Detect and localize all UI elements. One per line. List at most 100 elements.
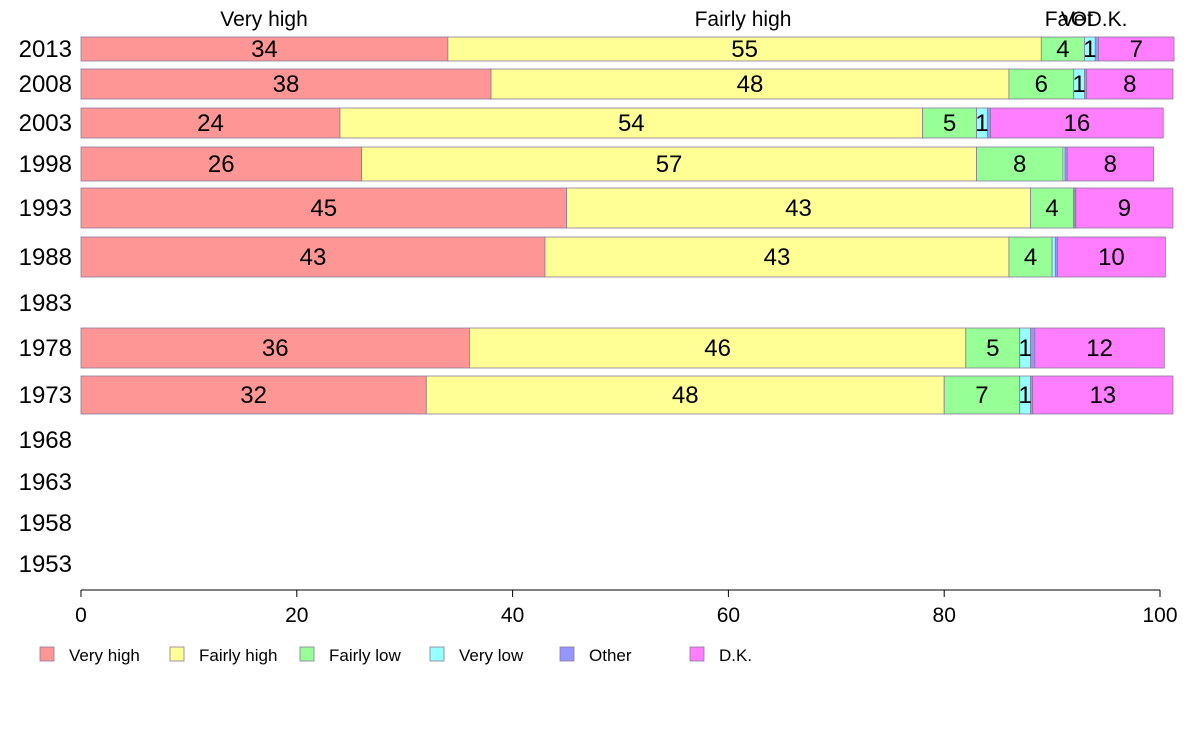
data-label: 12	[1086, 335, 1113, 362]
data-label: 1	[1072, 71, 1085, 98]
bar-segment	[1086, 68, 1174, 100]
bars-layer	[80, 36, 1175, 415]
legend: Very high Fairly high Fairly low Very low Ot…	[39, 646, 752, 665]
x-tick-label: 40	[501, 604, 524, 627]
bar-segment	[1008, 68, 1075, 100]
series-top-label: Ve	[1061, 8, 1086, 31]
bar-segment	[80, 68, 492, 100]
legend-swatch	[689, 646, 705, 662]
x-tick-label: 20	[285, 604, 308, 627]
data-label: 43	[764, 244, 791, 271]
data-label: 46	[704, 335, 731, 362]
data-label: 57	[656, 151, 683, 178]
bar-segment	[990, 107, 1164, 139]
data-label: 6	[1035, 71, 1048, 98]
bar-segment	[1066, 146, 1154, 182]
legend-swatch	[39, 646, 55, 662]
y-tick-label: 2008	[19, 71, 72, 98]
y-tick-label: 2013	[19, 36, 72, 63]
y-tick-label: 1968	[19, 427, 72, 454]
bar-segment	[80, 375, 427, 415]
data-label: 36	[262, 335, 289, 362]
data-label: 5	[986, 335, 999, 362]
y-tick-label: 1998	[19, 151, 72, 178]
y-tick-label: 1988	[19, 244, 72, 271]
bar-segment	[943, 375, 1021, 415]
series-top-label: Very high	[220, 8, 308, 31]
legend-label: D.K.	[719, 646, 752, 665]
bar-segment	[965, 327, 1021, 369]
data-label: 7	[1130, 36, 1143, 63]
x-tick-label: 0	[75, 604, 87, 627]
y-tick-label: 1978	[19, 335, 72, 362]
data-label: 43	[785, 195, 812, 222]
data-label: 8	[1104, 151, 1117, 178]
x-tick-label: 60	[717, 604, 740, 627]
series-top-label: Ot	[1071, 8, 1093, 31]
data-label: 7	[975, 382, 988, 409]
x-tick-label: 100	[1142, 604, 1177, 627]
bar-segment	[1040, 36, 1085, 62]
y-tick-label: 1983	[19, 290, 72, 317]
data-label: 5	[943, 110, 956, 137]
legend-label: Fairly low	[329, 646, 402, 665]
x-axis: 0 20 40 60 80 100	[75, 589, 1178, 627]
data-label: 1	[1018, 335, 1031, 362]
legend-label: Other	[589, 646, 632, 665]
bar-segment	[425, 375, 945, 415]
data-label: 1	[1018, 382, 1031, 409]
bar-segment	[1032, 375, 1174, 415]
data-label: 10	[1098, 244, 1125, 271]
bar-segment	[80, 36, 449, 62]
data-label: 45	[310, 195, 337, 222]
y-tick-label: 1953	[19, 551, 72, 578]
bar-segment	[447, 36, 1042, 62]
data-label: 16	[1064, 110, 1091, 137]
x-tick-label: 80	[933, 604, 956, 627]
bar-segment	[1051, 236, 1056, 278]
bar-segment	[80, 187, 567, 229]
bar-segment	[566, 187, 1031, 229]
data-label: 4	[1024, 244, 1037, 271]
series-top-label: Fairly high	[695, 8, 792, 31]
data-label: 34	[251, 36, 278, 63]
data-label: 54	[618, 110, 645, 137]
data-label: 8	[1013, 151, 1026, 178]
bar-segment	[1008, 236, 1053, 278]
data-label: 26	[208, 151, 235, 178]
bar-segment	[976, 146, 1064, 182]
y-tick-label: 1993	[19, 195, 72, 222]
y-tick-label: 1963	[19, 469, 72, 496]
legend-swatch	[559, 646, 575, 662]
bar-segment	[490, 68, 1010, 100]
bar-segment	[544, 236, 1010, 278]
data-label: 8	[1123, 71, 1136, 98]
bar-segment	[1075, 187, 1174, 229]
bar-segment	[80, 146, 362, 182]
data-label: 43	[300, 244, 327, 271]
data-label: 1	[975, 110, 988, 137]
bar-segment	[1057, 236, 1166, 278]
legend-label: Fairly high	[199, 646, 277, 665]
bar-segment	[922, 107, 977, 139]
y-tick-label: 1958	[19, 510, 72, 537]
bar-segment	[361, 146, 977, 182]
data-label: 32	[240, 382, 267, 409]
bar-segment	[469, 327, 967, 369]
data-label: 24	[197, 110, 224, 137]
data-label: 4	[1045, 195, 1058, 222]
bar-segment	[80, 327, 470, 369]
bar-segment	[1098, 36, 1175, 62]
legend-swatch	[169, 646, 185, 662]
bar-segment	[339, 107, 924, 139]
data-label: 48	[672, 382, 699, 409]
data-label: 9	[1118, 195, 1131, 222]
data-label: 48	[737, 71, 764, 98]
data-label: 38	[273, 71, 300, 98]
y-tick-label: 1973	[19, 382, 72, 409]
data-label: 55	[731, 36, 758, 63]
